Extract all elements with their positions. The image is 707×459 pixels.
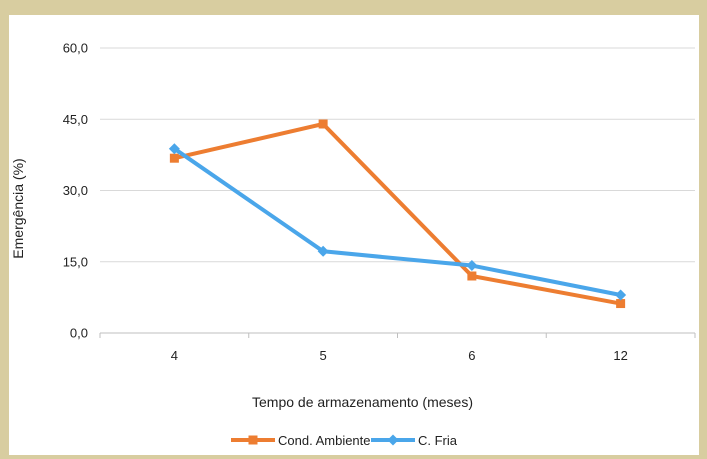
- x-tick-label: 12: [613, 348, 627, 363]
- data-point: [467, 271, 477, 281]
- data-point: [318, 119, 328, 129]
- chart-container: 0,0 15,0 30,0 45,0 60,0 4 5 6 12 Emergência (%)…: [9, 15, 699, 455]
- legend-marker: [248, 435, 258, 445]
- x-tick-label: 4: [171, 348, 178, 363]
- series-1: [169, 119, 626, 309]
- data-point: [317, 245, 329, 257]
- series-2: [168, 143, 627, 301]
- x-axis-ticks: 4 5 6 12: [171, 348, 628, 363]
- legend: Cond. Ambiente C. Fria: [231, 433, 458, 448]
- y-tick-label: 30,0: [63, 183, 88, 198]
- series-line: [172, 146, 623, 297]
- data-point: [466, 260, 478, 272]
- legend-label: C. Fria: [418, 433, 458, 448]
- data-point: [615, 289, 627, 301]
- legend-label: Cond. Ambiente: [278, 433, 371, 448]
- legend-item-1: Cond. Ambiente: [231, 433, 371, 448]
- line-chart: 0,0 15,0 30,0 45,0 60,0 4 5 6 12 Emergência (%)…: [10, 41, 696, 448]
- x-axis-title: Tempo de armazenamento (meses): [252, 394, 473, 410]
- data-point: [169, 153, 179, 163]
- gridlines: [99, 47, 696, 338]
- data-point: [616, 299, 626, 309]
- y-axis-ticks: 0,0 15,0 30,0 45,0 60,0: [63, 41, 88, 341]
- x-tick-label: 5: [320, 348, 327, 363]
- series-lines: [168, 119, 627, 309]
- y-tick-label: 60,0: [63, 41, 88, 56]
- series-line: [172, 122, 623, 306]
- legend-item-2: C. Fria: [371, 433, 458, 448]
- x-tick-label: 6: [468, 348, 475, 363]
- legend-marker: [387, 434, 399, 446]
- y-tick-label: 45,0: [63, 112, 88, 127]
- y-tick-label: 15,0: [63, 254, 88, 269]
- y-axis-title: Emergência (%): [10, 158, 26, 258]
- y-tick-label: 0,0: [70, 326, 88, 341]
- data-point: [168, 143, 180, 155]
